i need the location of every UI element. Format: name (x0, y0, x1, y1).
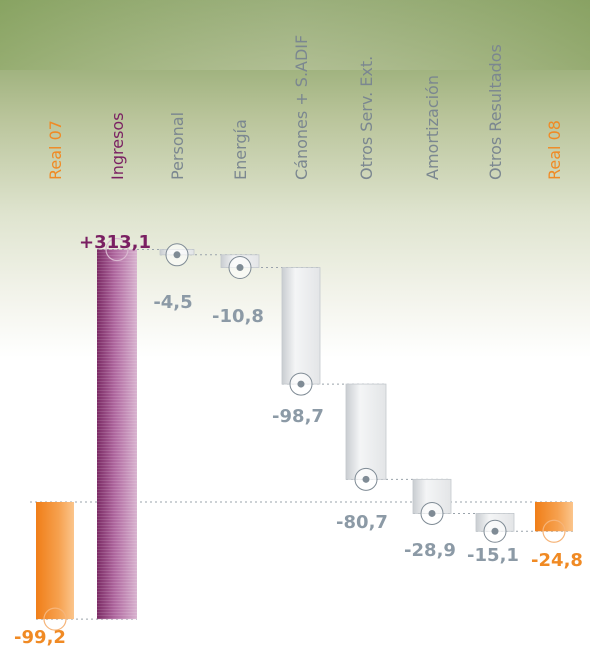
category-label-7: Otros Resultados (486, 44, 505, 180)
markers (43, 237, 566, 631)
marker-dot-5 (362, 475, 370, 483)
marker-ring-0 (43, 607, 67, 631)
value-label-7: -15,1 (467, 545, 519, 566)
marker-dot-6 (428, 509, 436, 517)
category-label-1: Ingresos (108, 112, 127, 180)
value-label-8: -24,8 (531, 550, 583, 571)
value-label-1: +313,1 (79, 232, 151, 253)
value-label-4: -98,7 (272, 406, 324, 427)
category-label-3: Energía (231, 119, 250, 180)
bar-8 (535, 502, 573, 532)
bar-0 (36, 502, 74, 620)
category-label-2: Personal (168, 112, 187, 180)
bar-5 (345, 383, 387, 480)
value-label-0: -99,2 (14, 627, 66, 648)
marker-dot-4 (297, 380, 305, 388)
marker-dot-2 (173, 251, 181, 259)
category-label-5: Otros Serv. Ext. (357, 56, 376, 180)
category-label-0: Real 07 (46, 120, 65, 180)
bars (36, 249, 573, 620)
value-labels: -99,2 +313,1 -4,5 -10,8 -98,7 -80,7 -28,9 -15,1… (14, 232, 583, 648)
category-label-4: Cánones + S.ADIF (292, 35, 311, 180)
value-label-5: -80,7 (336, 512, 388, 533)
marker-ring-1 (105, 237, 129, 262)
category-label-8: Real 08 (545, 120, 564, 180)
marker-ring-8 (542, 519, 566, 543)
bar-4 (281, 267, 321, 385)
value-label-2: -4,5 (153, 292, 192, 313)
marker-dot-7 (491, 527, 499, 535)
category-label-6: Amortización (423, 75, 442, 180)
marker-dot-3 (236, 264, 244, 272)
value-label-6: -28,9 (404, 540, 456, 561)
bar-texture-1 (97, 249, 137, 620)
value-label-3: -10,8 (212, 306, 264, 327)
category-labels: Real 07 Ingresos Personal Energía Cánones + … (46, 35, 564, 180)
